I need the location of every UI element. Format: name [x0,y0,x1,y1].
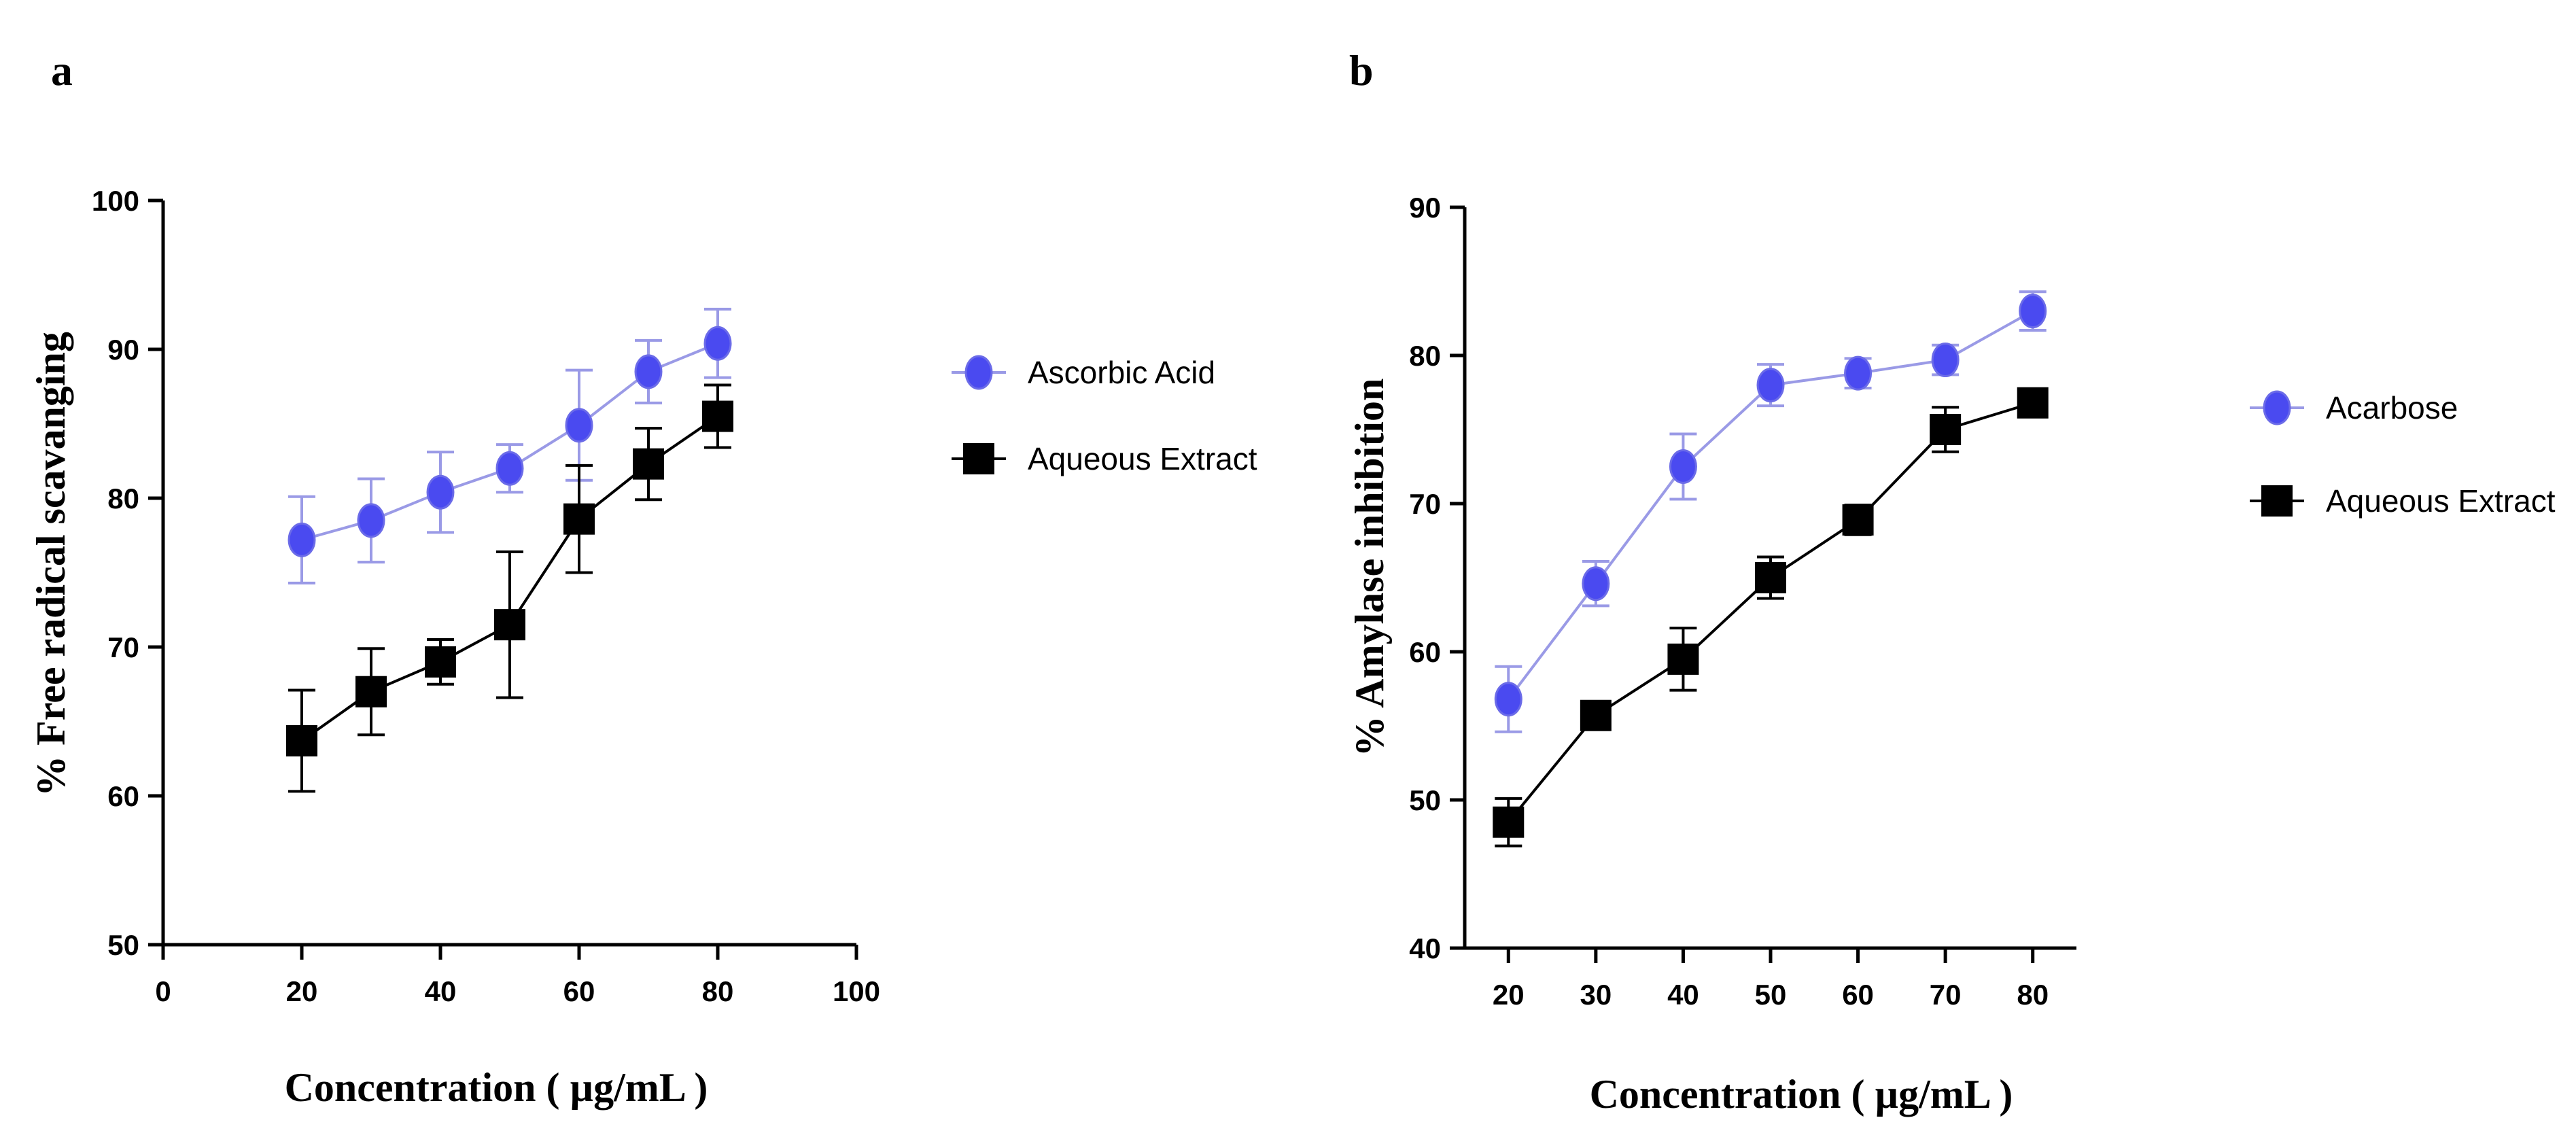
x-tick-label-a: 40 [425,975,457,1007]
data-point-circle [1931,343,1960,378]
series-line [1507,401,2034,823]
data-point-square [286,724,317,756]
x-tick-label-b: 80 [2017,979,2049,1011]
data-point-circle [2019,294,2047,329]
y-tick-label-a: 70 [107,631,139,663]
y-axis-title-b: % Amylase inhibition [1347,379,1392,757]
x-tick-label-a: 0 [155,975,171,1007]
data-point-square [1580,699,1612,731]
data-point-square [1755,562,1786,593]
data-point-circle [288,522,316,557]
data-point-square [633,448,664,480]
legend-label: Acarbose [2326,390,2458,425]
data-point-circle [565,408,593,443]
y-tick-label-a: 50 [107,929,139,961]
data-point-circle [426,474,455,510]
series-b-circle [1494,290,2047,733]
data-point-square [1842,504,1874,536]
legend-marker-circle [964,355,993,390]
x-axis-title-b: Concentration ( µg/mL ) [1590,1072,2013,1117]
data-point-square [355,676,387,708]
x-tick-label-b: 20 [1493,979,1525,1011]
panel-label-b: b [1349,46,1374,94]
panel-a: a % Free radical scavanging Concentratio… [29,46,1257,1110]
y-tick-label-b: 40 [1409,932,1441,964]
x-axis-title-a: Concentration ( µg/mL ) [285,1065,708,1110]
y-tick-label-a: 80 [107,483,139,514]
data-point-square [1930,414,1962,445]
legend-marker-circle [2263,390,2291,425]
panel-label-a: a [51,46,73,94]
x-tick-label-b: 40 [1667,979,1699,1011]
data-point-square [563,503,595,535]
series-a-square [286,383,733,793]
data-point-square [1493,806,1525,838]
y-tick-label-a: 100 [92,185,139,217]
data-point-circle [1669,449,1697,484]
data-point-circle [357,503,385,538]
series-a-circle [288,307,732,584]
y-tick-label-b: 50 [1409,784,1441,816]
series-b-square [1493,387,2049,848]
y-axis-title-a: % Free radical scavanging [29,332,73,797]
x-tick-label-a: 100 [833,975,880,1007]
data-point-circle [495,451,524,486]
data-point-circle [634,354,663,389]
legend-label: Ascorbic Acid [1028,355,1215,390]
data-point-square [425,646,456,678]
legend-label: Aqueous Extract [2326,483,2556,519]
legend-label: Aqueous Extract [1028,441,1257,476]
y-tick-label-b: 70 [1409,488,1441,520]
panel-b: b % Amylase inhibition Concentration ( µ… [1347,46,2556,1117]
x-tick-label-a: 60 [563,975,595,1007]
legend-marker-square [963,443,994,474]
data-point-square [702,400,733,432]
y-tick-label-a: 90 [107,334,139,366]
data-point-circle [1582,566,1610,601]
legend-marker-square [2261,485,2293,517]
y-tick-label-b: 80 [1409,340,1441,372]
x-tick-label-b: 70 [1930,979,1962,1011]
data-point-circle [703,326,732,361]
x-tick-label-a: 20 [286,975,318,1007]
y-tick-label-b: 60 [1409,636,1441,668]
data-point-circle [1494,682,1522,717]
x-tick-label-a: 80 [702,975,734,1007]
data-point-square [1667,643,1699,675]
x-tick-label-b: 30 [1580,979,1612,1011]
data-point-circle [1756,368,1785,403]
y-tick-label-a: 60 [107,780,139,812]
x-tick-label-b: 60 [1842,979,1874,1011]
y-tick-label-b: 90 [1409,192,1441,224]
data-point-square [2017,387,2049,419]
data-point-circle [1844,355,1873,391]
x-tick-label-b: 50 [1755,979,1787,1011]
data-point-square [494,609,525,641]
